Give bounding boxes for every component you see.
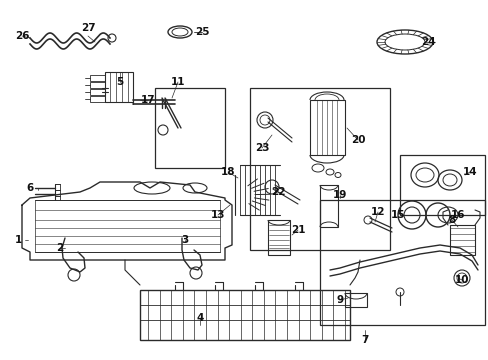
Text: 8: 8 (447, 215, 455, 225)
Bar (399, 155, 484, 215)
Bar (90, 82, 105, 88)
Text: 5: 5 (116, 77, 123, 87)
Bar (155, 88, 224, 168)
Bar (449, 225, 474, 255)
Text: 14: 14 (462, 167, 476, 177)
Bar (319, 185, 337, 227)
Text: 17: 17 (141, 95, 155, 105)
Text: 1: 1 (14, 235, 21, 245)
Text: 2: 2 (56, 243, 63, 253)
Text: 19: 19 (332, 190, 346, 200)
Bar (90, 89, 105, 95)
Text: 20: 20 (350, 135, 365, 145)
Text: 13: 13 (210, 210, 225, 220)
Bar (249, 88, 389, 250)
Text: 23: 23 (254, 143, 269, 153)
Text: 11: 11 (170, 77, 185, 87)
Text: 25: 25 (194, 27, 209, 37)
Text: 24: 24 (420, 37, 434, 47)
Bar (90, 75, 105, 81)
Text: 26: 26 (15, 31, 29, 41)
Text: 27: 27 (81, 23, 95, 33)
Bar (319, 200, 484, 325)
Bar (105, 72, 133, 102)
Text: 6: 6 (26, 183, 34, 193)
Bar (90, 96, 105, 102)
Text: 22: 22 (270, 187, 285, 197)
Bar (309, 100, 345, 155)
Text: 7: 7 (361, 335, 368, 345)
Text: 15: 15 (390, 210, 405, 220)
Text: 16: 16 (450, 210, 464, 220)
Text: 9: 9 (336, 295, 343, 305)
Text: 4: 4 (196, 313, 203, 323)
Text: 3: 3 (181, 235, 188, 245)
Bar (267, 220, 289, 255)
Bar (345, 293, 366, 307)
Text: 18: 18 (220, 167, 235, 177)
Text: 12: 12 (370, 207, 385, 217)
Bar (140, 290, 349, 340)
Text: 10: 10 (454, 275, 468, 285)
Text: 21: 21 (290, 225, 305, 235)
